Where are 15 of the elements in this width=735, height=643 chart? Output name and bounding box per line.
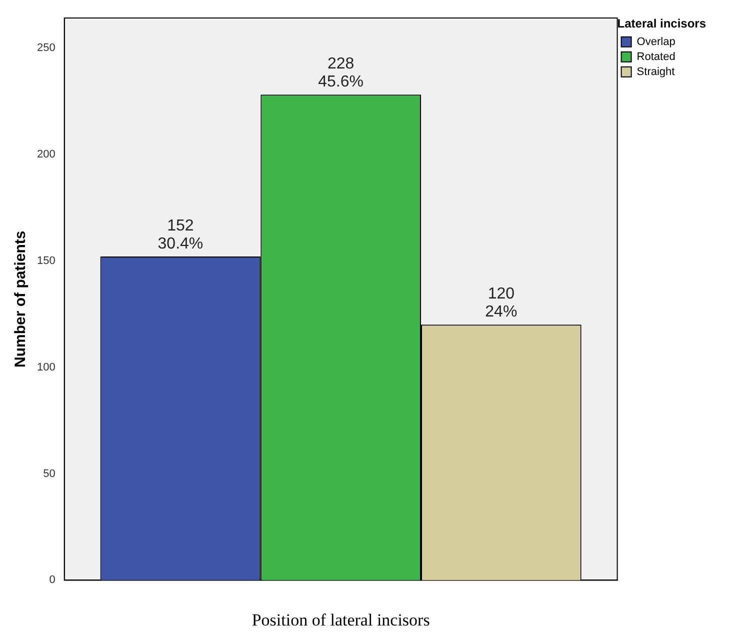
y-tick-label: 200 [36,148,56,160]
data-label: 228 45.6% [318,56,364,91]
y-tick-label: 150 [36,254,56,267]
y-tick-label: 250 [36,42,56,54]
y-tick-label: 0 [49,574,56,586]
y-tick-label: 100 [36,361,56,374]
legend-label: Overlap [636,36,676,48]
y-axis-title: Number of patients [12,230,30,368]
x-axis-title: Position of lateral incisors [252,610,430,630]
data-label: 152 30.4% [158,218,204,253]
legend-title: Lateral incisors [617,16,706,30]
data-label: 120 24% [485,286,518,321]
legend-label: Rotated [636,50,676,63]
y-tick-label: 50 [43,468,56,480]
legend-label: Straight [636,66,675,78]
